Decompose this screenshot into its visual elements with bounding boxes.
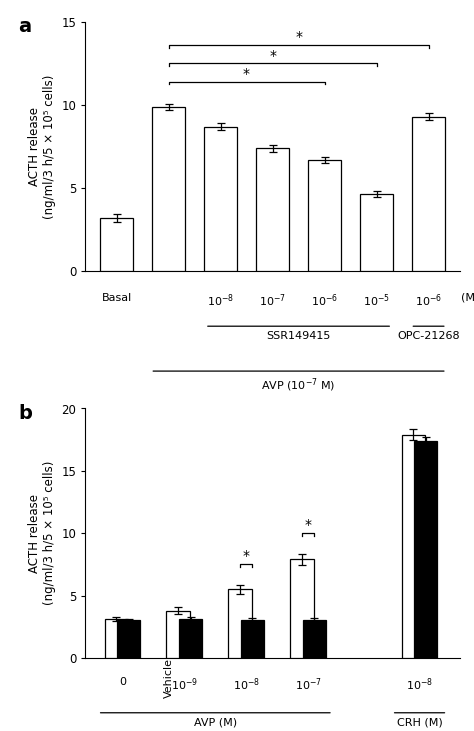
- Text: 10$^{-6}$: 10$^{-6}$: [415, 292, 442, 309]
- Bar: [256, 148, 289, 271]
- Bar: [241, 621, 264, 658]
- Text: Basal: Basal: [101, 292, 132, 303]
- Bar: [360, 194, 392, 271]
- Bar: [117, 621, 140, 658]
- Text: 10$^{-8}$: 10$^{-8}$: [406, 677, 433, 693]
- Bar: [166, 610, 190, 658]
- Text: AVP (M): AVP (M): [194, 718, 237, 728]
- Bar: [228, 589, 252, 658]
- Text: CRH (M): CRH (M): [397, 718, 442, 728]
- Bar: [412, 117, 445, 271]
- Text: 10$^{-5}$: 10$^{-5}$: [363, 292, 390, 309]
- Text: 10$^{-7}$: 10$^{-7}$: [295, 677, 322, 693]
- Text: *: *: [243, 549, 250, 563]
- Bar: [302, 621, 326, 658]
- Text: SSR149415: SSR149415: [266, 331, 331, 341]
- Text: OPC-21268: OPC-21268: [397, 331, 460, 341]
- Text: b: b: [18, 404, 32, 423]
- Text: 10$^{-6}$: 10$^{-6}$: [311, 292, 338, 309]
- Bar: [401, 435, 425, 658]
- Y-axis label: ACTH release
(ng/ml/3 h/5 × 10⁵ cells): ACTH release (ng/ml/3 h/5 × 10⁵ cells): [28, 461, 56, 605]
- Bar: [179, 619, 202, 658]
- Text: 10$^{-8}$: 10$^{-8}$: [233, 677, 260, 693]
- Text: a: a: [18, 17, 31, 36]
- Text: (M): (M): [461, 292, 474, 303]
- Bar: [309, 160, 341, 271]
- Text: 0: 0: [119, 677, 126, 686]
- Bar: [414, 441, 438, 658]
- Text: AVP (10$^{-7}$ M): AVP (10$^{-7}$ M): [261, 376, 336, 394]
- Bar: [290, 559, 314, 658]
- Y-axis label: ACTH release
(ng/ml/3 h/5 × 10⁵ cells): ACTH release (ng/ml/3 h/5 × 10⁵ cells): [28, 75, 56, 219]
- Bar: [153, 107, 185, 271]
- Text: *: *: [305, 518, 311, 532]
- Text: Vehicle: Vehicle: [164, 658, 173, 698]
- Bar: [104, 619, 128, 658]
- Text: *: *: [243, 67, 250, 81]
- Text: *: *: [295, 31, 302, 45]
- Bar: [100, 218, 133, 271]
- Text: *: *: [269, 49, 276, 63]
- Text: 10$^{-9}$: 10$^{-9}$: [171, 677, 198, 693]
- Bar: [204, 126, 237, 271]
- Text: 10$^{-8}$: 10$^{-8}$: [207, 292, 234, 309]
- Text: 10$^{-7}$: 10$^{-7}$: [259, 292, 286, 309]
